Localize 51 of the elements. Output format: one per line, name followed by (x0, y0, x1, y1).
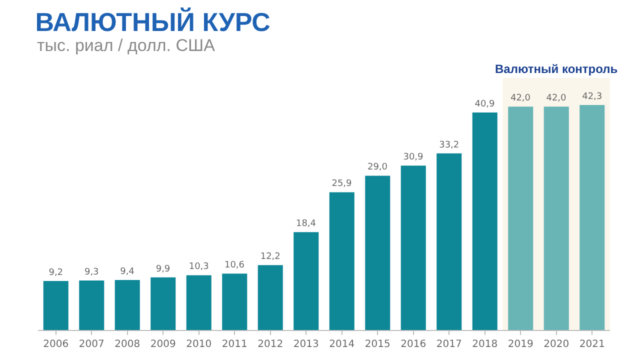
data-label: 25,9 (332, 179, 352, 190)
data-label: 42,0 (510, 94, 531, 104)
bar (365, 176, 390, 330)
data-label: 10,6 (224, 260, 245, 271)
x-tick-label: 2011 (222, 339, 248, 350)
data-label: 40,9 (474, 99, 496, 110)
chart-title: ВАЛЮТНЫЙ КУРС (35, 6, 271, 37)
x-tick-label: 2009 (150, 339, 176, 350)
x-tick-label: 2018 (472, 339, 498, 350)
bar (544, 106, 569, 330)
data-label: 29,0 (367, 162, 388, 173)
chart-subtitle: тыс. риал / долл. США (37, 36, 216, 55)
bar (79, 280, 104, 330)
data-label: 9,2 (48, 268, 64, 278)
x-tick-label: 2006 (43, 339, 69, 350)
data-label: 30,9 (403, 152, 424, 163)
x-tick-label: 2012 (258, 339, 284, 350)
bar (508, 106, 534, 330)
x-tick-label: 2010 (186, 339, 212, 350)
bar (400, 166, 426, 330)
data-label: 18,4 (296, 219, 316, 230)
x-tick-label: 2015 (364, 339, 390, 350)
bar (329, 192, 354, 330)
x-tick-label: 2013 (293, 339, 319, 350)
bar (186, 275, 212, 330)
data-label: 33,2 (439, 140, 460, 150)
bar (150, 277, 176, 330)
bar (580, 105, 605, 330)
x-tick-label: 2007 (78, 339, 104, 350)
band-label: Валютный контроль (495, 62, 618, 76)
data-label: 9,4 (120, 267, 135, 277)
bar (436, 153, 462, 330)
data-label: 42,3 (582, 92, 602, 102)
bar (472, 112, 498, 330)
x-tick-label: 2020 (544, 339, 570, 350)
data-label: 9,3 (84, 268, 99, 278)
x-tick-label: 2019 (508, 339, 534, 350)
x-tick-label: 2017 (436, 339, 462, 350)
x-tick-label: 2014 (329, 339, 355, 350)
data-label: 42,0 (546, 94, 567, 104)
bar (258, 265, 283, 330)
bar (43, 281, 68, 330)
bar (222, 274, 248, 330)
bar (114, 280, 140, 330)
data-label: 10,3 (188, 262, 209, 272)
data-label: 12,2 (260, 252, 280, 262)
x-tick-label: 2008 (114, 339, 140, 350)
data-label: 9,9 (156, 264, 170, 274)
bar (294, 232, 319, 330)
x-tick-label: 2021 (579, 339, 605, 350)
x-tick-label: 2016 (400, 339, 426, 350)
